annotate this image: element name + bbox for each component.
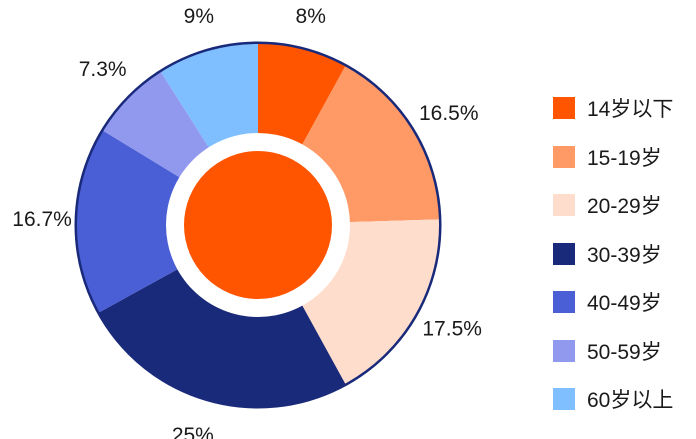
legend-swatch: [553, 339, 575, 362]
legend-swatch: [553, 291, 575, 313]
value-label-6: 7.3%: [79, 58, 127, 81]
legend-swatch: [553, 97, 575, 119]
legend-swatch: [553, 388, 575, 410]
legend-item-2: 15-19岁: [553, 145, 696, 170]
value-label-1: 8%: [296, 5, 326, 28]
slice-2: [301, 66, 439, 223]
value-label-2: 16.5%: [419, 102, 479, 125]
legend-item-4: 30-39岁: [553, 242, 696, 267]
value-label-3: 17.5%: [422, 318, 482, 341]
legend-item-3: 20-29岁: [553, 193, 696, 218]
value-labels-group: 8% 16.5% 17.5% 25% 16.7% 7.3% 9%: [12, 5, 482, 439]
legend-item-7: 60岁以上: [553, 387, 696, 412]
legend-label: 30-39岁: [587, 243, 662, 267]
legend-label: 50-59岁: [587, 340, 662, 364]
slices-group: [76, 44, 439, 407]
slice-1: [258, 44, 346, 147]
slice-5: [76, 130, 182, 313]
legend-label: 40-49岁: [587, 292, 662, 315]
legend-swatch: [553, 194, 575, 216]
slice-4: [99, 268, 346, 407]
legend-item-5: 40-49岁: [553, 290, 696, 315]
legend-label: 14岁以下: [587, 98, 674, 121]
legend: 14岁以下 15-19岁 20-29岁 30-39岁 40-49岁 50-59岁 60岁以上: [553, 96, 696, 436]
legend-label: 60岁以上: [587, 389, 674, 412]
outer-ring: [74, 41, 442, 409]
legend-item-6: 50-59岁: [553, 339, 696, 364]
legend-swatch: [553, 242, 575, 265]
center-disc: [184, 151, 332, 299]
slice-6: [103, 72, 210, 179]
slice-7: [161, 44, 258, 150]
legend-swatch: [553, 145, 575, 168]
value-label-5: 16.7%: [12, 208, 72, 231]
value-label-4: 25%: [172, 424, 214, 439]
legend-label: 15-19岁: [587, 146, 662, 170]
legend-item-1: 14岁以下: [553, 96, 696, 121]
value-label-7: 9%: [184, 5, 214, 28]
slice-3: [301, 219, 439, 384]
legend-label: 20-29岁: [587, 195, 662, 218]
